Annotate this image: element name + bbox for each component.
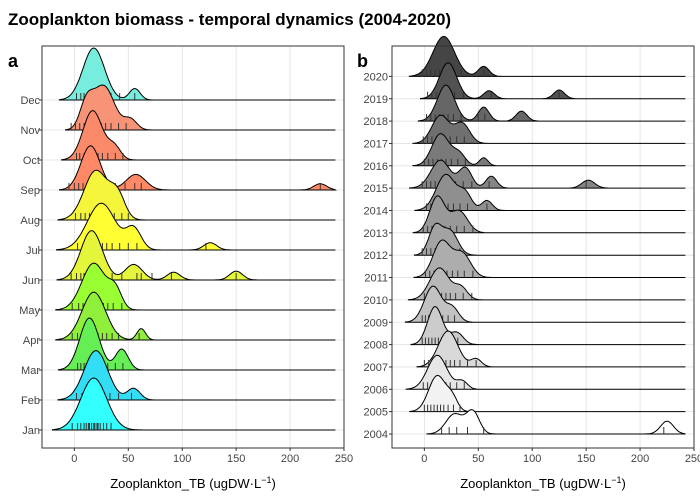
y-tick-label: 2004 [364,429,388,441]
chart-panel-a: Dec Nov Oct Sep Aug Jul Jun May Apr Mar Feb Jan 0 50 1… [8,45,353,491]
x-tick-label: 250 [685,453,700,465]
y-tick-label: 2012 [364,250,388,262]
x-tick-label: 150 [577,453,595,465]
y-tick-label: 2020 [364,71,388,83]
ridge-2018 [417,84,686,122]
x-tick-label: 200 [281,453,299,465]
y-tick-label: 2009 [364,317,388,329]
x-tick-label: 100 [523,453,541,465]
y-tick-label: Apr [23,335,40,347]
y-tick-label: 2010 [364,295,388,307]
x-tick-label: 200 [631,453,649,465]
y-tick-label: 2007 [364,362,388,374]
y-tick-label: 2019 [364,94,388,106]
x-axis-label: Zooplankton_TB (ugDW·L−1) [110,475,276,491]
y-tick-label: 2005 [364,407,388,419]
x-tick-label: 0 [421,453,427,465]
y-tick-label: Nov [20,125,40,137]
y-tick-label: 2006 [364,384,388,396]
x-tick-label: 150 [227,453,245,465]
ridge-Jul [56,202,336,251]
ridge-2020 [408,35,686,77]
x-axis-label: Zooplankton_TB (ugDW·L−1) [460,475,626,491]
x-tick-label: 100 [173,453,191,465]
y-tick-label: 2016 [364,161,388,173]
y-tick-label: 2015 [364,183,388,195]
y-tick-label: Jul [26,245,40,257]
y-tick-label: Jun [22,275,40,287]
y-tick-label: 2013 [364,228,388,240]
y-tick-label: 2018 [364,116,388,128]
panel-label: b [357,51,368,71]
panel-label: a [8,51,19,71]
x-tick-label: 0 [71,453,77,465]
y-tick-label: Feb [21,395,40,407]
y-tick-label: 2017 [364,138,388,150]
ridge-2015 [409,159,686,189]
ridge-Sep [59,145,338,191]
y-tick-label: Mar [21,365,40,377]
y-tick-label: 2011 [364,273,388,285]
y-tick-label: Sep [20,185,40,197]
y-tick-label: Oct [23,155,40,167]
y-tick-label: Jan [22,425,40,437]
x-tick-label: 50 [472,453,484,465]
y-tick-label: Dec [20,95,40,107]
panel-border [391,45,695,449]
ridge-Mar [57,317,336,371]
y-tick-label: 2008 [364,340,388,352]
ridge-2004 [426,409,686,435]
panel-border [41,45,345,449]
y-tick-label: Aug [20,215,40,227]
x-tick-label: 50 [122,453,134,465]
figure-title: Zooplankton biomass - temporal dynamics … [8,10,452,29]
chart-panel-b: 2020 2019 2018 2017 2016 2015 2014 2013 2012 2011… [357,35,700,491]
y-tick-label: 2014 [364,206,388,218]
y-tick-label: May [19,305,40,317]
ridge-Aug [57,169,336,221]
x-tick-label: 250 [335,453,353,465]
